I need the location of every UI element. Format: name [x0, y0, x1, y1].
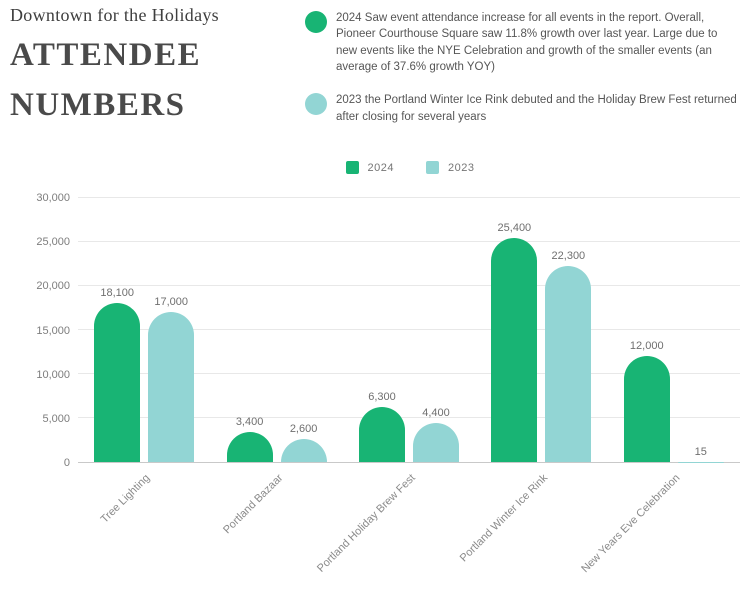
- y-tick-label: 10,000: [36, 368, 70, 381]
- x-axis-label: Portland Winter Ice Rink: [457, 472, 550, 565]
- bar-group: 3,400 2,600 Portland Bazaar: [221, 198, 327, 536]
- note-2024: 2024 Saw event attendance increase for a…: [305, 10, 738, 75]
- y-tick-label: 15,000: [36, 324, 70, 337]
- legend-swatch-icon: [345, 161, 359, 174]
- bar-column-2024: 25,400: [491, 198, 538, 462]
- bar-group: 25,400 22,300 Portland Winter Ice Rink: [457, 198, 592, 564]
- value-label: 17,000: [154, 296, 189, 309]
- note-2023: 2023 the Portland Winter Ice Rink debute…: [305, 92, 738, 125]
- bars-row: 18,100 17,000 Tree Lighting 3,400 2,600 Portl…: [78, 198, 740, 575]
- notes-panel: 2024 Saw event attendance increase for a…: [305, 10, 738, 125]
- value-label: 15: [694, 445, 707, 458]
- bar-2024: [226, 432, 273, 462]
- value-label: 18,100: [100, 286, 135, 299]
- y-tick-label: 5,000: [42, 412, 70, 425]
- y-axis: 0 5,000 10,000 15,000 20,000 25,000 30,000: [16, 192, 78, 469]
- legend-item-2023: 2023: [426, 161, 474, 174]
- bar-column-2023: 17,000: [148, 198, 195, 462]
- bar-2024: [94, 302, 141, 462]
- bar-column-2024: 6,300: [358, 198, 405, 462]
- page-title-line2: NUMBERS: [10, 87, 186, 123]
- legend-label: 2024: [367, 161, 394, 174]
- bar-column-2023: 4,400: [412, 198, 459, 462]
- page-subtitle: Downtown for the Holidays: [10, 5, 219, 25]
- value-label: 12,000: [629, 340, 664, 353]
- bar-2023: [148, 312, 195, 462]
- gridline-30000: [78, 197, 740, 198]
- gridline-5000: [78, 417, 740, 418]
- bar-column-2024: 18,100: [94, 198, 141, 462]
- chart-legend: 2024 2023: [78, 161, 742, 174]
- value-label: 3,400: [235, 416, 264, 429]
- attendance-bar-chart: 0 5,000 10,000 15,000 20,000 25,000 30,000 18,…: [16, 192, 740, 575]
- bar-group: 18,100 17,000 Tree Lighting: [94, 198, 195, 526]
- gridline-20000: [78, 285, 740, 286]
- bar-2023: [280, 439, 327, 462]
- bar-group: 12,000 15 New Years Eve Celebration: [579, 198, 724, 575]
- bar-column-2023: 22,300: [545, 198, 592, 462]
- page-title: ATTENDEE NUMBERS: [10, 30, 219, 130]
- value-label: 25,400: [497, 222, 532, 235]
- green-bullet-icon: [305, 11, 327, 33]
- title-block: Downtown for the Holidays ATTENDEE NUMBE…: [10, 5, 219, 130]
- bar-column-2024: 12,000: [623, 198, 670, 462]
- note-2024-text: 2024 Saw event attendance increase for a…: [336, 12, 718, 73]
- value-label: 4,400: [422, 407, 450, 420]
- plot-area: 18,100 17,000 Tree Lighting 3,400 2,600 Portl…: [78, 197, 740, 575]
- y-tick-label: 30,000: [36, 192, 70, 204]
- bar-column-2023: 2,600: [280, 198, 327, 462]
- y-tick-label: 0: [63, 457, 70, 469]
- x-axis-label: Portland Bazaar: [220, 472, 286, 537]
- x-axis-label: New Years Eve Celebration: [579, 472, 683, 576]
- bar-2024: [623, 356, 670, 462]
- gridline-25000: [78, 241, 740, 242]
- legend-swatch-icon: [426, 161, 439, 174]
- bar-group: 6,300 4,400 Portland Holiday Brew Fest: [315, 198, 459, 575]
- bar-2024: [491, 238, 538, 462]
- bar-column-2024: 3,400: [226, 198, 273, 462]
- value-label: 22,300: [551, 249, 586, 262]
- gridline-15000: [78, 329, 740, 330]
- bar-column-2023: 15: [677, 198, 724, 462]
- bar-2024: [358, 406, 405, 462]
- x-axis-label: Portland Holiday Brew Fest: [314, 472, 418, 575]
- y-tick-label: 25,000: [36, 236, 70, 249]
- gridline-10000: [78, 373, 740, 374]
- teal-bullet-icon: [305, 93, 327, 116]
- bar-2023: [545, 265, 592, 462]
- legend-label: 2023: [448, 161, 475, 174]
- y-tick-label: 20,000: [36, 280, 70, 293]
- legend-item-2024: 2024: [345, 161, 394, 174]
- value-label: 6,300: [368, 390, 396, 403]
- note-2023-text: 2023 the Portland Winter Ice Rink debute…: [336, 94, 737, 123]
- bar-2023: [412, 423, 459, 462]
- x-axis-label: Tree Lighting: [99, 472, 153, 526]
- value-label: 2,600: [289, 423, 318, 436]
- page-title-line1: ATTENDEE: [10, 37, 202, 73]
